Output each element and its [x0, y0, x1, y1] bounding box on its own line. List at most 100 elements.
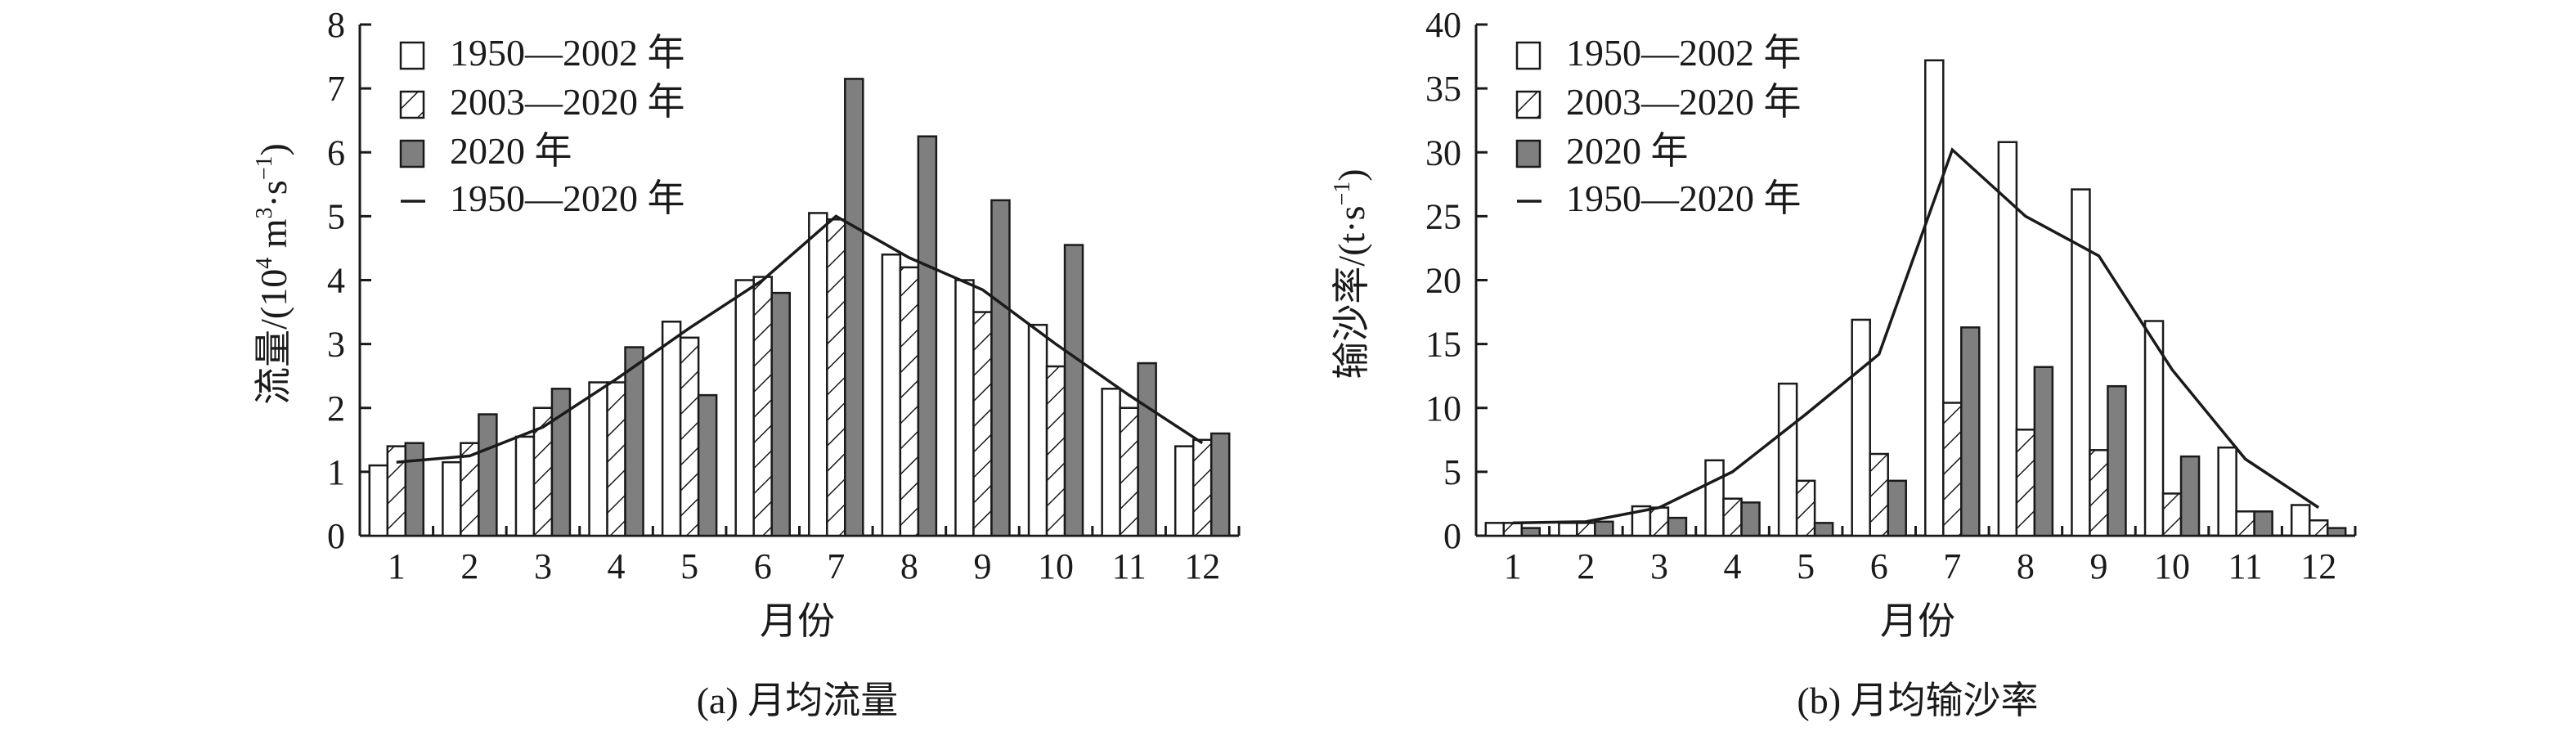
x-tick-label: 6	[754, 546, 772, 586]
line-series-1950-2020	[396, 214, 1204, 464]
y-tick-label: 4	[327, 261, 345, 301]
bar-gray-m5	[697, 393, 718, 537]
bar-gray-m12	[2326, 527, 2347, 537]
bar-gray-m9	[2107, 384, 2127, 537]
legend-label: 2020 年	[1566, 130, 1689, 172]
bar-gray-m6	[770, 291, 791, 537]
bar-gray-m11	[2253, 510, 2273, 537]
x-tick-label: 8	[900, 546, 918, 586]
bar-white-m9	[2071, 188, 2091, 537]
panel-b-caption: (b) 月均输沙率	[1797, 680, 2038, 721]
bar-gray-m7	[1960, 326, 1981, 537]
x-tick-label: 12	[2300, 546, 2336, 586]
bar-white-m9	[954, 279, 975, 537]
y-tick-label: 20	[1425, 261, 1461, 301]
bar-gray-m9	[990, 199, 1011, 537]
bar-white-m1	[368, 464, 389, 537]
y-tick-label: 0	[1443, 516, 1461, 556]
bar-gray-m6	[1887, 479, 1907, 537]
bar-hatch-m12	[1192, 438, 1213, 537]
panel-b-bars	[1484, 59, 2347, 537]
bar-white-m7	[1924, 59, 1945, 537]
bar-hatch-m4	[606, 381, 626, 537]
y-tick-label: 6	[327, 132, 345, 173]
x-tick-label: 4	[608, 546, 626, 586]
x-tick-label: 8	[2017, 546, 2035, 586]
panel-b-ylabel: 输沙率/(t·s−1)	[1330, 168, 1372, 379]
bar-hatch-m1	[1502, 522, 1524, 537]
x-tick-label: 1	[388, 546, 406, 586]
bar-hatch-m4	[1722, 497, 1743, 537]
bar-white-m8	[881, 254, 902, 537]
y-tick-label: 35	[1425, 69, 1461, 109]
bar-gray-m1	[1520, 527, 1542, 537]
bar-hatch-m6	[752, 276, 773, 537]
panel-b-line	[1512, 147, 2320, 525]
bar-hatch-m3	[1649, 506, 1670, 537]
bar-gray-m3	[1667, 516, 1688, 537]
bar-hatch-m2	[1576, 522, 1596, 537]
bar-white-m4	[1704, 459, 1725, 537]
bar-gray-m2	[478, 413, 498, 537]
x-tick-label: 6	[1870, 546, 1888, 586]
legend-swatch-hatch	[1515, 90, 1542, 119]
bar-gray-m5	[1813, 522, 1834, 537]
bar-hatch-m5	[679, 336, 700, 537]
bar-gray-m11	[1137, 362, 1157, 537]
legend-label: 1950—2020 年	[1566, 177, 1802, 219]
bar-gray-m10	[2179, 455, 2201, 537]
bar-white-m5	[661, 321, 682, 537]
y-tick-label: 8	[327, 5, 345, 45]
bar-hatch-m10	[1045, 365, 1066, 537]
x-tick-label: 2	[460, 546, 478, 586]
bar-hatch-m11	[2235, 510, 2255, 537]
bar-hatch-m7	[1942, 402, 1963, 537]
bar-white-m4	[588, 381, 608, 537]
bar-hatch-m10	[2161, 492, 2183, 537]
legend-label: 2003—2020 年	[1566, 81, 1802, 123]
y-tick-label: 3	[327, 325, 345, 365]
legend-label: 2020 年	[450, 130, 572, 172]
y-tick-label: 2	[327, 388, 345, 429]
legend-swatch-white	[399, 41, 425, 70]
legend-swatch-gray	[399, 139, 425, 168]
bar-hatch-m12	[2308, 519, 2329, 537]
bar-gray-m1	[404, 442, 425, 537]
bar-white-m10	[2143, 320, 2165, 537]
bar-hatch-m9	[972, 311, 993, 537]
bar-gray-m4	[1740, 501, 1761, 537]
bar-gray-m8	[2033, 366, 2054, 537]
legend-swatch-hatch	[399, 90, 425, 119]
bar-hatch-m6	[1869, 452, 1889, 537]
x-tick-label: 9	[973, 546, 991, 586]
bar-white-m10	[1027, 323, 1048, 537]
bar-white-m6	[1851, 318, 1871, 537]
y-tick-label: 40	[1425, 5, 1461, 45]
x-tick-label: 5	[1797, 546, 1815, 586]
bar-hatch-m8	[2015, 429, 2036, 537]
bar-hatch-m8	[899, 266, 920, 537]
x-tick-label: 7	[827, 546, 845, 586]
bar-gray-m4	[624, 346, 644, 537]
bar-white-m12	[1174, 445, 1195, 537]
y-tick-label: 1	[327, 452, 345, 492]
bar-white-m11	[2217, 446, 2237, 537]
bar-white-m2	[442, 460, 462, 537]
bar-hatch-m11	[1119, 406, 1139, 537]
panel-a-bars	[368, 78, 1231, 537]
x-tick-label: 10	[2154, 546, 2190, 586]
x-tick-label: 11	[1111, 546, 1146, 586]
bar-white-m7	[808, 212, 828, 537]
bar-gray-m10	[1063, 244, 1084, 537]
x-tick-label: 1	[1504, 546, 1522, 586]
y-tick-label: 15	[1425, 325, 1461, 365]
panel-b-xlabel: 月份	[1880, 600, 1955, 642]
x-tick-label: 9	[2089, 546, 2107, 586]
y-tick-label: 5	[327, 196, 345, 236]
x-tick-label: 3	[1650, 546, 1668, 586]
x-tick-label: 12	[1184, 546, 1220, 586]
